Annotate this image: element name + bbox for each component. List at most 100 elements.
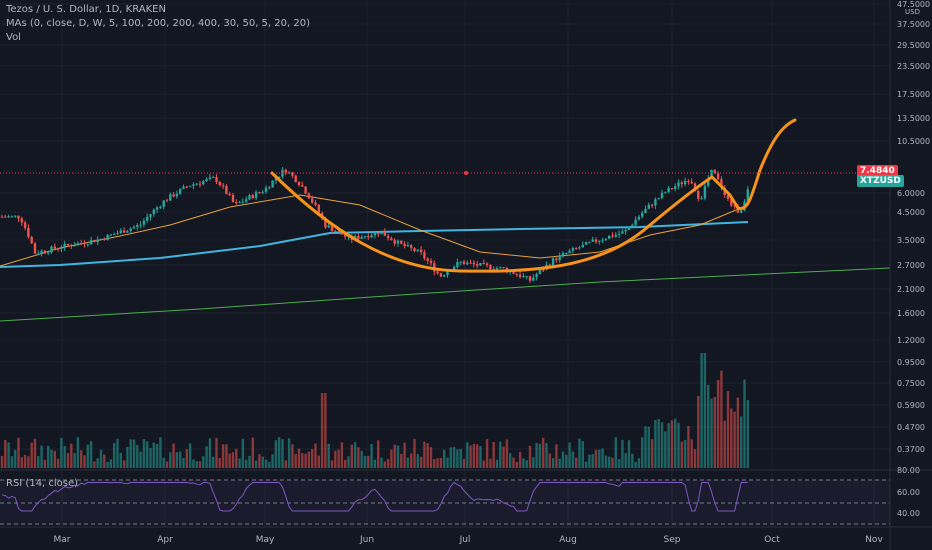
candle-body: [73, 245, 76, 247]
candle-body: [373, 232, 377, 236]
volume-bar: [413, 438, 416, 468]
volume-bar: [20, 457, 23, 468]
volume-bar: [631, 453, 634, 468]
candle-body: [126, 230, 129, 233]
candle-body: [383, 231, 386, 236]
volume-bar: [703, 353, 707, 468]
volume-bar: [251, 437, 254, 468]
candle-body: [472, 262, 476, 265]
volume-bar: [647, 426, 650, 468]
candle-body: [165, 200, 169, 202]
candle-body: [307, 193, 311, 199]
volume-bar: [80, 450, 83, 468]
volume-bar: [350, 444, 353, 468]
volume-bar: [185, 449, 188, 468]
volume-bar: [149, 448, 152, 468]
volume-bar: [208, 438, 212, 468]
candle-body: [50, 246, 53, 253]
candle-body: [495, 268, 499, 270]
volume-bar: [47, 445, 50, 468]
candle-body: [548, 264, 551, 266]
candle-body: [677, 182, 680, 187]
candle-body: [30, 237, 33, 244]
volume-indicator-label: Vol: [6, 32, 21, 43]
volume-bar: [555, 444, 558, 468]
price-tick-label: 3.5000: [897, 236, 925, 245]
volume-bar: [264, 459, 268, 468]
candle-body: [584, 242, 588, 245]
candle-body: [641, 213, 644, 217]
candle-body: [393, 240, 396, 244]
volume-bar: [198, 461, 202, 468]
volume-bar: [720, 370, 723, 468]
price-tick-label: 0.4700: [897, 423, 925, 432]
candle-body: [169, 194, 172, 201]
volume-bar: [436, 458, 439, 468]
price-tick-label: 6.0000: [897, 189, 925, 198]
volume-bar: [188, 443, 192, 468]
candle-body: [614, 234, 617, 237]
candle-body: [670, 188, 674, 190]
candle-body: [730, 198, 733, 206]
volume-bar: [56, 458, 60, 468]
candle-body: [703, 185, 707, 199]
candle-body: [542, 269, 545, 271]
volume-bar: [482, 460, 485, 468]
volume-bar: [459, 448, 462, 468]
volume-bar: [221, 444, 225, 468]
candle-body: [700, 198, 703, 200]
candle-body: [660, 192, 664, 198]
price-tick-label: 0.9500: [897, 358, 925, 367]
time-tick-label: May: [256, 535, 275, 545]
volume-bar: [617, 459, 621, 468]
candle-body: [644, 208, 647, 214]
candle-body: [426, 258, 429, 261]
candle-body: [297, 182, 301, 186]
volume-bar: [743, 379, 746, 468]
volume-bar: [152, 442, 155, 468]
volume-bar: [476, 444, 479, 468]
candle-body: [469, 262, 472, 264]
candle-body: [720, 179, 723, 188]
volume-bar: [172, 443, 175, 468]
candle-body: [502, 267, 505, 269]
candle-body: [683, 181, 687, 185]
volume-bar: [660, 422, 664, 468]
candle-body: [162, 200, 165, 207]
candle-body: [327, 225, 330, 228]
volume-bar: [297, 448, 301, 468]
volume-bar: [76, 437, 80, 468]
candle-body: [129, 228, 132, 231]
price-tick-label: 17.5000: [897, 90, 930, 99]
volume-bar: [103, 454, 106, 468]
volume-bar: [429, 447, 433, 468]
candle-body: [274, 178, 278, 181]
volume-bar: [406, 457, 410, 468]
candle-body: [284, 169, 287, 173]
candle-body: [179, 188, 182, 194]
candle-body: [598, 240, 601, 242]
volume-bar: [344, 459, 347, 468]
current-price-badge: 7.4840: [857, 165, 898, 177]
volume-bar: [179, 451, 182, 468]
volume-bar: [245, 459, 248, 468]
candle-body: [746, 189, 749, 202]
candle-body: [231, 194, 235, 203]
volume-bar: [584, 461, 588, 468]
candle-body: [89, 239, 93, 245]
candle-body: [7, 216, 10, 218]
candle-body: [581, 244, 584, 248]
price-tick-label: 47.5000: [897, 0, 930, 9]
candle-body: [0, 216, 4, 218]
candle-body: [499, 267, 502, 269]
volume-bar: [73, 453, 76, 468]
volume-bar: [693, 449, 697, 468]
volume-bar: [472, 443, 476, 468]
volume-bar: [363, 456, 367, 468]
candle-body: [535, 274, 538, 278]
price-tick-label: 0.3700: [897, 445, 925, 454]
volume-bar: [228, 453, 231, 468]
volume-bar: [155, 443, 159, 468]
